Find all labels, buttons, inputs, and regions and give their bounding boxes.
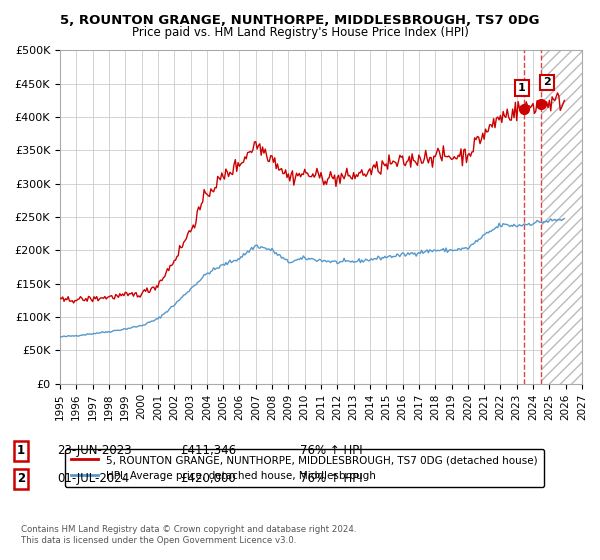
Text: 2: 2: [543, 77, 551, 87]
Legend: 5, ROUNTON GRANGE, NUNTHORPE, MIDDLESBROUGH, TS7 0DG (detached house), HPI: Aver: 5, ROUNTON GRANGE, NUNTHORPE, MIDDLESBRO…: [65, 449, 544, 487]
Text: Contains HM Land Registry data © Crown copyright and database right 2024.
This d: Contains HM Land Registry data © Crown c…: [21, 525, 356, 545]
Text: 76% ↑ HPI: 76% ↑ HPI: [300, 444, 362, 458]
Text: £420,000: £420,000: [180, 472, 236, 486]
Bar: [541, 50, 582, 384]
Text: 01-JUL-2024: 01-JUL-2024: [57, 472, 129, 486]
Text: 23-JUN-2023: 23-JUN-2023: [57, 444, 131, 458]
Text: 76% ↑ HPI: 76% ↑ HPI: [300, 472, 362, 486]
Bar: [541, 50, 582, 384]
Text: 1: 1: [17, 444, 25, 458]
Text: Price paid vs. HM Land Registry's House Price Index (HPI): Price paid vs. HM Land Registry's House …: [131, 26, 469, 39]
Text: 1: 1: [518, 83, 526, 93]
Text: 5, ROUNTON GRANGE, NUNTHORPE, MIDDLESBROUGH, TS7 0DG: 5, ROUNTON GRANGE, NUNTHORPE, MIDDLESBRO…: [60, 14, 540, 27]
Text: £411,346: £411,346: [180, 444, 236, 458]
Text: 2: 2: [17, 472, 25, 486]
